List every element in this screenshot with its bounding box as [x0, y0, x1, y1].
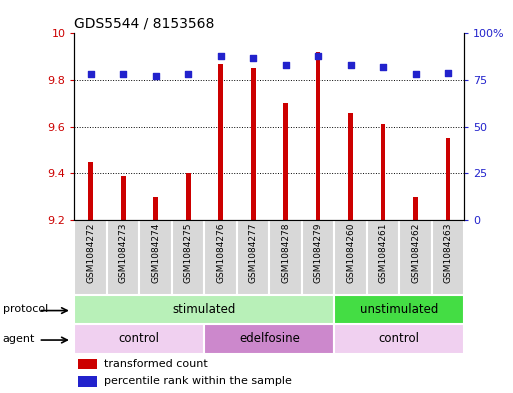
Text: GSM1084277: GSM1084277 — [249, 222, 258, 283]
Text: stimulated: stimulated — [173, 303, 236, 316]
Point — [314, 53, 322, 59]
Bar — [78, 359, 97, 369]
Text: GSM1084276: GSM1084276 — [216, 222, 225, 283]
Text: GSM1084278: GSM1084278 — [281, 222, 290, 283]
Bar — [204, 324, 334, 354]
Text: agent: agent — [3, 334, 35, 344]
Text: GSM1084274: GSM1084274 — [151, 222, 160, 283]
Point — [151, 73, 160, 79]
Bar — [74, 324, 204, 354]
Text: control: control — [119, 332, 160, 345]
Text: GSM1084275: GSM1084275 — [184, 222, 192, 283]
Bar — [251, 68, 255, 220]
Bar — [204, 220, 237, 295]
Bar — [107, 220, 140, 295]
Bar — [218, 64, 223, 220]
Bar — [413, 197, 418, 220]
Bar — [140, 220, 172, 295]
Bar — [381, 125, 385, 220]
Bar — [237, 220, 269, 295]
Point — [216, 53, 225, 59]
Bar — [446, 138, 450, 220]
Text: GSM1084279: GSM1084279 — [313, 222, 323, 283]
Bar — [74, 295, 334, 324]
Text: unstimulated: unstimulated — [360, 303, 439, 316]
Text: GSM1084272: GSM1084272 — [86, 222, 95, 283]
Bar — [302, 220, 334, 295]
Point — [249, 55, 257, 61]
Text: protocol: protocol — [3, 305, 48, 314]
Bar — [367, 220, 399, 295]
Text: GSM1084273: GSM1084273 — [119, 222, 128, 283]
Text: GSM1084262: GSM1084262 — [411, 222, 420, 283]
Point — [184, 71, 192, 77]
Point — [119, 71, 127, 77]
Bar — [78, 376, 97, 387]
Bar — [269, 220, 302, 295]
Bar — [121, 176, 126, 220]
Bar — [334, 295, 464, 324]
Bar — [88, 162, 93, 220]
Text: GSM1084261: GSM1084261 — [379, 222, 387, 283]
Bar — [74, 220, 107, 295]
Point — [444, 70, 452, 76]
Text: transformed count: transformed count — [104, 359, 207, 369]
Text: GDS5544 / 8153568: GDS5544 / 8153568 — [74, 17, 215, 31]
Bar — [348, 113, 353, 220]
Bar — [334, 324, 464, 354]
Text: GSM1084260: GSM1084260 — [346, 222, 355, 283]
Point — [87, 71, 95, 77]
Bar — [432, 220, 464, 295]
Bar — [153, 197, 158, 220]
Text: percentile rank within the sample: percentile rank within the sample — [104, 376, 291, 386]
Point — [282, 62, 290, 68]
Point — [346, 62, 354, 68]
Point — [411, 71, 420, 77]
Point — [379, 64, 387, 70]
Bar — [186, 173, 190, 220]
Bar — [399, 220, 432, 295]
Text: edelfosine: edelfosine — [239, 332, 300, 345]
Bar — [172, 220, 204, 295]
Bar — [283, 103, 288, 220]
Bar — [334, 220, 367, 295]
Bar — [315, 52, 321, 220]
Text: control: control — [379, 332, 420, 345]
Text: GSM1084263: GSM1084263 — [444, 222, 452, 283]
